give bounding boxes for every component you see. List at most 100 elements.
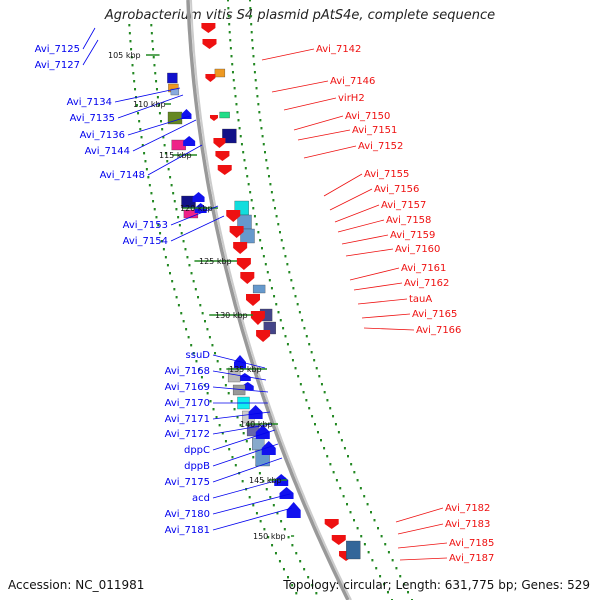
ruler-dot [227, 7, 230, 10]
ruler-dot [155, 88, 158, 91]
ruler-dot [260, 247, 263, 250]
right-gene-label: Avi_7157 [381, 200, 426, 211]
ruler-dot [231, 71, 234, 74]
ruler-dot [270, 287, 273, 290]
ruler-dot [188, 264, 191, 267]
ruler-dot [128, 32, 131, 35]
gene-block [222, 128, 237, 144]
ruler-dot [265, 488, 268, 491]
gene-block [252, 284, 266, 294]
ruler-dot [222, 376, 225, 379]
ruler-dot [363, 495, 366, 498]
ruler-dot [323, 447, 326, 450]
ruler-dot [380, 535, 383, 538]
right-gene-label: Avi_7155 [364, 169, 409, 180]
left-gene-label: Avi_7136 [80, 130, 125, 141]
ruler-dot [360, 535, 363, 538]
right-gene-label: Avi_7151 [352, 125, 397, 136]
gene-arrow [324, 519, 339, 529]
ruler-dot [268, 279, 271, 282]
label-leader [323, 173, 363, 197]
ruler-dot [228, 23, 231, 26]
ruler-dot [259, 520, 262, 523]
label-leader [337, 219, 385, 233]
ruler-dot [252, 207, 255, 210]
ruler-dot [219, 368, 222, 371]
ruler-dot [391, 559, 394, 562]
gene-arrow [215, 151, 230, 161]
backbone-line [186, 0, 350, 600]
gene-arrow [229, 226, 244, 238]
gene-arrow [236, 258, 251, 270]
ruler-dot [206, 328, 209, 331]
ruler-dot [315, 367, 318, 370]
label-leader [353, 282, 403, 291]
label-leader [363, 327, 415, 331]
ruler-dot [286, 343, 289, 346]
left-gene-label: Avi_7135 [70, 113, 115, 124]
ruler-dot [291, 544, 294, 547]
ruler-dot [302, 391, 305, 394]
ruler-dot [356, 527, 359, 530]
label-leader [170, 215, 225, 242]
ruler-label: 145 kbp [249, 476, 282, 485]
ruler-dot [175, 296, 178, 299]
ruler-dot [192, 280, 195, 283]
gene-arrow [250, 311, 265, 325]
right-gene-label: Avi_7159 [390, 230, 435, 241]
ruler-dot [145, 168, 148, 171]
ruler-dot [224, 384, 227, 387]
ruler-dot [259, 239, 262, 242]
ruler-dot [258, 472, 261, 475]
ruler-dot [278, 231, 281, 234]
ruler-dot [256, 95, 259, 98]
ruler-dot [271, 544, 274, 547]
ruler-dot [329, 407, 332, 410]
ruler-dot [248, 496, 251, 499]
ruler-dot [332, 415, 335, 418]
label-leader [117, 94, 184, 119]
label-leader [261, 48, 315, 61]
label-leader [212, 423, 273, 435]
ruler-dot [156, 96, 159, 99]
ruler-dot [276, 512, 279, 515]
ruler-dot [227, 15, 230, 18]
ruler-dot [203, 384, 206, 387]
ruler-dot [308, 407, 311, 410]
ruler-dot [367, 551, 370, 554]
ruler-dot [407, 591, 410, 594]
ruler-dot [353, 519, 356, 522]
left-gene-label: Avi_7134 [67, 97, 112, 108]
ruler-dot [164, 152, 167, 155]
ruler-dot [151, 40, 154, 43]
ruler-dot [292, 287, 295, 290]
ruler-dot [255, 512, 258, 515]
ruler-dot [337, 431, 340, 434]
ruler-dot [284, 335, 287, 338]
ruler-dot [326, 455, 329, 458]
ruler-dot [133, 80, 136, 83]
ruler-dot [138, 120, 141, 123]
ruler-dot [275, 215, 278, 218]
ruler-dot [270, 191, 273, 194]
ruler-dot [242, 151, 245, 154]
ruler-dot [307, 576, 310, 579]
ruler-dot [238, 127, 241, 130]
gene-arrow [226, 210, 241, 222]
ruler-dot [282, 247, 285, 250]
ruler-dot [279, 319, 282, 322]
ruler-dot [247, 183, 250, 186]
left-gene-label: Avi_7172 [165, 429, 210, 440]
ruler-dot [286, 263, 289, 266]
ruler-dot [315, 592, 318, 595]
ruler-dot [272, 199, 275, 202]
ruler-dot [208, 336, 211, 339]
ruler-dot [403, 583, 406, 586]
ruler-dot [395, 567, 398, 570]
gene-block [219, 111, 230, 119]
ruler-dot [218, 424, 221, 427]
ruler-dot [251, 39, 254, 42]
ruler-dot [150, 32, 153, 35]
gene-arrow [279, 487, 294, 499]
